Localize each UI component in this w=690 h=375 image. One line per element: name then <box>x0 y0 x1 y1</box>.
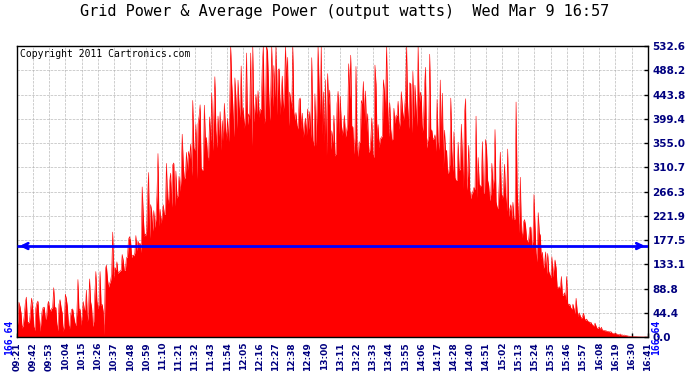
Text: Copyright 2011 Cartronics.com: Copyright 2011 Cartronics.com <box>20 49 190 59</box>
Text: 166.64: 166.64 <box>651 319 661 354</box>
Text: Grid Power & Average Power (output watts)  Wed Mar 9 16:57: Grid Power & Average Power (output watts… <box>80 4 610 19</box>
Text: 166.64: 166.64 <box>3 319 14 354</box>
